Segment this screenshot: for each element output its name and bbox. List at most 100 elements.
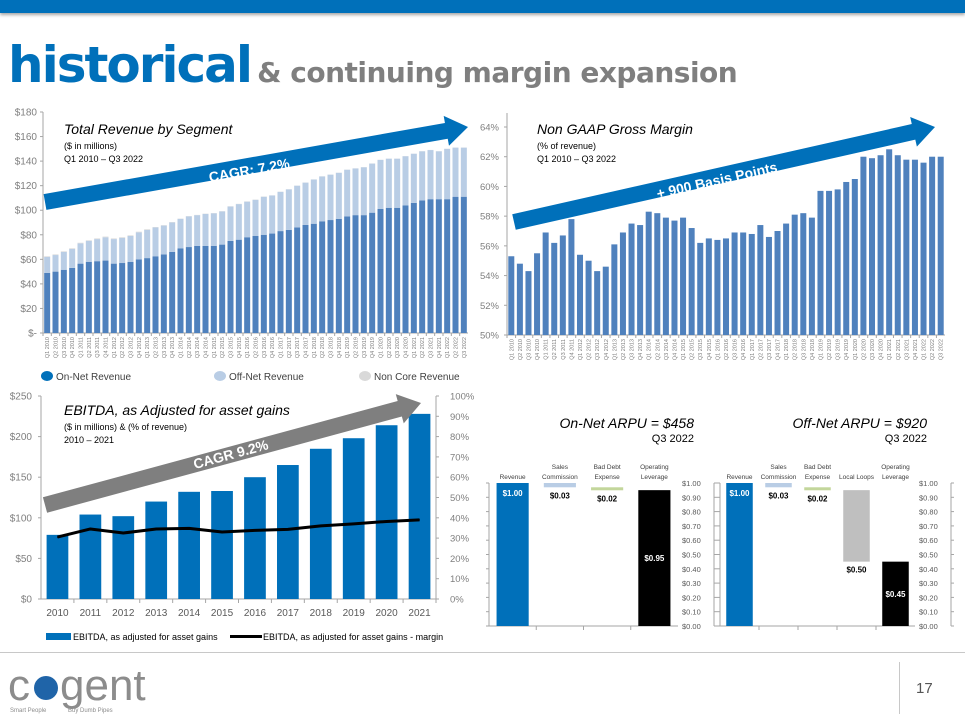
x-tick-label: Q4 2016 [270,337,276,358]
y-tick-label: $0.90 [919,493,938,502]
margin-bar [688,228,695,335]
title-emphasis: historical [8,36,253,94]
y-tick-label: $200 [10,432,33,443]
margin-bar [740,232,747,335]
bar-off-net-revenue [244,201,251,238]
cogent-logo: c gent Smart People Buy Dumb Pipes [8,662,146,714]
bar-on-net-revenue [77,263,84,333]
margin-bar [791,214,798,335]
y-tick-label: $1.00 [682,479,701,488]
bar-on-net-revenue [394,207,401,333]
x-tick-label: Q2 2018 [793,339,799,360]
ebitda-bar [46,534,69,599]
margin-point [254,529,256,531]
x-tick-label: Q4 2010 [535,339,541,360]
legend-swatch [359,371,371,381]
bar-non-core-revenue [102,236,109,238]
margin-bar [671,220,678,335]
bar-off-net-revenue [435,151,442,200]
y-tick-label: 50% [480,331,500,342]
bar-bad-debt-expense [591,487,624,491]
y-tick-label: $120 [15,181,38,192]
x-tick-label: 2018 [310,608,333,619]
bar-non-core-revenue [135,231,142,233]
logo-tagline-right: Buy Dumb Pipes [68,708,113,714]
x-tick-label: Q2 2017 [758,339,764,360]
bar-off-net-revenue [252,199,259,237]
bar-non-core-revenue [127,235,134,237]
bar-off-net-revenue [185,216,192,248]
bar-on-net-revenue [194,245,201,333]
x-tick-label: 2020 [376,608,399,619]
margin-bar [783,223,790,335]
x-tick-label: Q2 2019 [354,337,360,358]
bar-bad-debt-expense [804,487,831,491]
margin-bar [637,225,644,335]
y-tick-label: $0.30 [682,579,701,588]
x-tick-label: Q2 2018 [320,337,326,358]
x-tick-label: Q3 2012 [129,337,135,358]
y2-tick-label: 50% [450,493,470,504]
margin-bar [508,256,515,335]
margin-bar [722,238,730,335]
bar-off-net-revenue [135,232,142,260]
bar-on-net-revenue [419,200,426,333]
bar-off-net-revenue [294,185,301,228]
x-tick-label: Q3 2010 [526,339,532,360]
margin-bar [680,217,687,335]
margin-point [155,528,157,530]
x-tick-label: Q3 2013 [630,339,636,360]
bar-on-net-revenue [227,240,234,333]
legend-swatch [214,371,226,381]
value-label: $0.02 [807,494,828,503]
legend-swatch [41,371,53,381]
off-net-arpu-chart: $0.00 $0.10 $0.20 $0.30 $0.40 $0.50 $0.60 $0.70… [717,415,954,631]
chart-title: Total Revenue by Segment [64,121,233,137]
margin-bar [525,271,532,335]
margin-bar [645,211,652,335]
y-tick-label: $- [28,329,37,340]
category-label: Leverage [882,474,909,481]
bar-on-net-revenue [427,199,434,333]
legend-label: Off-Net Revenue [229,372,304,383]
category-label: Local Loops [839,474,875,481]
x-tick-label: Q3 2020 [395,337,401,358]
y-tick-label: $0.60 [682,536,701,545]
x-tick-label: Q2 2012 [587,339,593,360]
bar-off-net-revenue [385,158,392,208]
margin-bar [568,219,575,335]
x-tick-label: Q3 2022 [462,337,468,358]
y-tick-label: $100 [10,513,33,524]
y-tick-label: $0.50 [682,551,701,560]
margin-point [386,520,388,522]
x-tick-label: Q1 2012 [578,339,584,360]
bar-off-net-revenue [260,196,267,235]
x-tick-label: Q1 2019 [345,337,351,358]
y-tick-label: $40 [20,279,37,290]
bar-off-net-revenue [44,256,51,273]
bar-on-net-revenue [252,236,259,333]
bar-on-net-revenue [360,215,367,333]
x-tick-label: Q1 2015 [681,339,687,360]
bar-non-core-revenue [69,248,76,249]
x-tick-label: Q4 2021 [913,339,919,360]
ebitda-bar [408,413,431,599]
chart-period: 2010 – 2021 [64,435,114,445]
bar-on-net-revenue [444,199,451,333]
bar-off-net-revenue [410,153,417,203]
margin-bar [602,266,609,335]
y-tick-label: $160 [15,132,38,143]
margin-bar [731,232,738,335]
y2-tick-label: 20% [450,554,470,565]
margin-bar [765,236,772,335]
x-tick-label: Q3 2013 [162,337,168,358]
x-tick-label: Q4 2011 [569,339,575,360]
y2-tick-label: 60% [450,473,470,484]
x-tick-label: Q1 2019 [818,339,824,360]
bar-off-net-revenue [119,237,126,264]
margin-point [320,525,322,527]
x-tick-label: Q1 2016 [245,337,251,358]
margin-bar [937,156,944,335]
bar-non-core-revenue [144,229,151,230]
margin-bar [594,271,601,335]
